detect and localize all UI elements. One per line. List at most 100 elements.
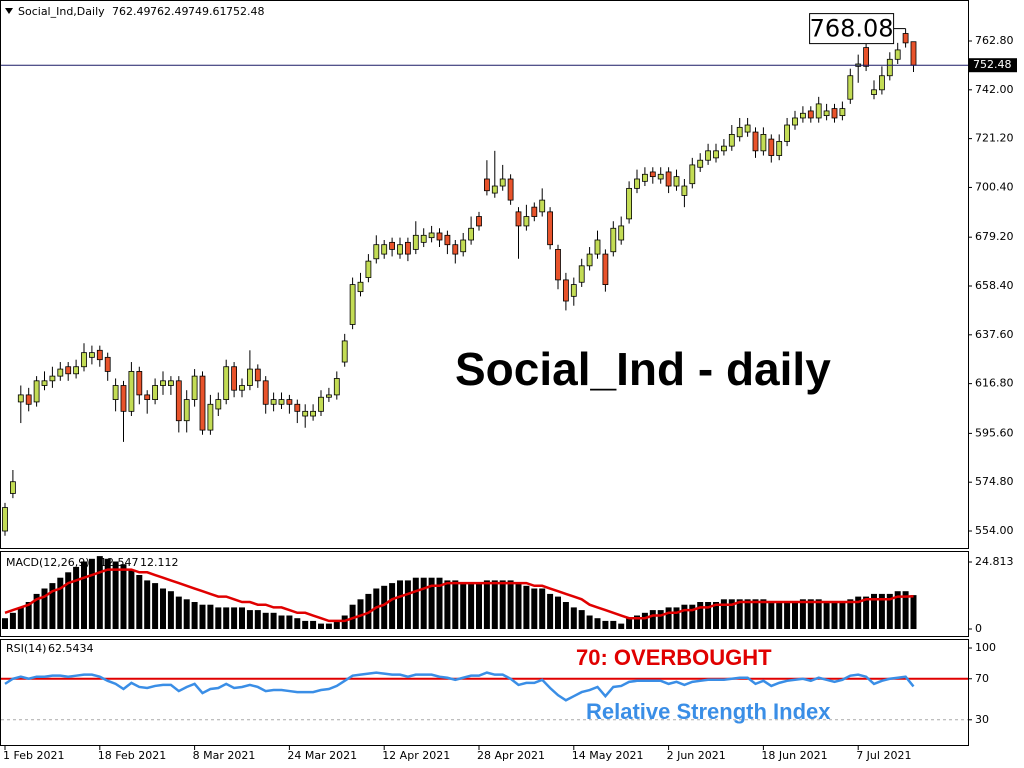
candle-body (17, 394, 24, 403)
candle-body (673, 176, 680, 187)
symbol-title: Social_Ind,Daily (18, 5, 105, 18)
candle-body (681, 185, 688, 196)
macd-bar (744, 599, 751, 630)
candle-body (33, 380, 40, 403)
macd-bar (88, 558, 95, 630)
macd-bar (855, 596, 862, 630)
macd-bar (831, 602, 838, 630)
y-tick-label: 742.00 (975, 83, 1014, 96)
candle-body (792, 117, 798, 126)
y-tick-label: 637.60 (975, 328, 1014, 341)
x-tick-label: 7 Jul 2021 (856, 749, 911, 762)
macd-bar (183, 599, 190, 630)
macd-bar (539, 588, 546, 630)
candle-body (626, 187, 632, 220)
macd-bar (57, 577, 64, 630)
menu-arrow[interactable] (5, 8, 13, 14)
macd-bar (96, 556, 103, 630)
candle-body (618, 225, 625, 241)
macd-bar (428, 577, 435, 630)
candle-body (784, 124, 790, 142)
macd-bar (270, 612, 277, 630)
candle-body (634, 178, 640, 189)
candle-body (152, 385, 159, 400)
candle-body (278, 399, 285, 405)
signal-value: 12.112 (140, 556, 179, 569)
macd-bar (752, 599, 759, 630)
macd-bar (420, 577, 427, 630)
candle-body (460, 239, 467, 253)
candle-body (104, 356, 111, 372)
candle-body (902, 33, 909, 44)
candle-body (894, 49, 901, 60)
macd-bar (357, 599, 364, 630)
macd-bar (665, 607, 672, 630)
rsi-annotation: Relative Strength Index (586, 699, 831, 724)
macd-bar (792, 602, 798, 630)
macd-bar (349, 604, 356, 630)
candle-body (325, 394, 332, 398)
macd-bar (17, 607, 24, 630)
current-price-label: 752.48 (973, 58, 1012, 71)
y-tick-label: 762.80 (975, 34, 1014, 47)
candle-body (397, 244, 403, 255)
x-tick-label: 14 May 2021 (572, 749, 644, 762)
macd-bar (254, 610, 261, 630)
candle-body (49, 375, 56, 382)
candle-body (9, 481, 16, 494)
candle-body (586, 253, 593, 267)
x-tick-label: 2 Jun 2021 (667, 749, 726, 762)
macd-bar (689, 604, 696, 630)
macd-bar (720, 599, 727, 630)
macd-bar (594, 618, 601, 630)
macd-bar (586, 615, 593, 630)
macd-bar (397, 580, 403, 630)
candle-body (910, 41, 917, 66)
candle-body (175, 380, 182, 422)
macd-bar (641, 612, 648, 630)
candle-body (57, 368, 64, 377)
candle-body (357, 281, 364, 293)
candle-body (333, 378, 340, 396)
macd-panel-frame (0, 551, 969, 637)
candle-body (25, 394, 32, 405)
header-close: 752.48 (226, 5, 265, 18)
macd-bar (523, 585, 530, 630)
macd-bar (578, 610, 585, 630)
x-tick-label: 18 Jun 2021 (761, 749, 827, 762)
candle-body (728, 134, 735, 147)
macd-bar (531, 588, 538, 630)
candle-body (381, 244, 388, 255)
candle-body (657, 173, 664, 180)
macd-bar (713, 602, 719, 630)
candle-body (270, 399, 277, 405)
candle-body (223, 366, 230, 400)
signal-line (4, 568, 914, 623)
candle-body (183, 399, 190, 422)
macd-bar (460, 583, 467, 630)
candle-body (286, 399, 293, 405)
candle-body (404, 241, 411, 255)
macd-bar (104, 558, 111, 630)
macd-bar (239, 607, 245, 630)
macd-bar (199, 604, 206, 630)
candle-body (476, 216, 482, 227)
macd-bar (515, 583, 522, 630)
macd-bar (404, 580, 411, 630)
macd-bar (246, 610, 253, 630)
macd-bar (823, 602, 830, 630)
macd-bar (160, 588, 166, 630)
macd-bar (626, 618, 633, 630)
macd-bar (262, 612, 269, 630)
candle-body (847, 75, 854, 100)
candle-body (555, 248, 561, 281)
candle-body (499, 178, 506, 187)
macd-bar (910, 595, 917, 630)
candle-body (128, 371, 135, 412)
macd-bar (799, 599, 806, 630)
macd-bar (112, 561, 119, 630)
macd-bar (507, 580, 514, 630)
x-tick-label: 1 Feb 2021 (3, 749, 64, 762)
y-tick-label: 616.80 (975, 377, 1014, 390)
candle-body (89, 352, 95, 358)
